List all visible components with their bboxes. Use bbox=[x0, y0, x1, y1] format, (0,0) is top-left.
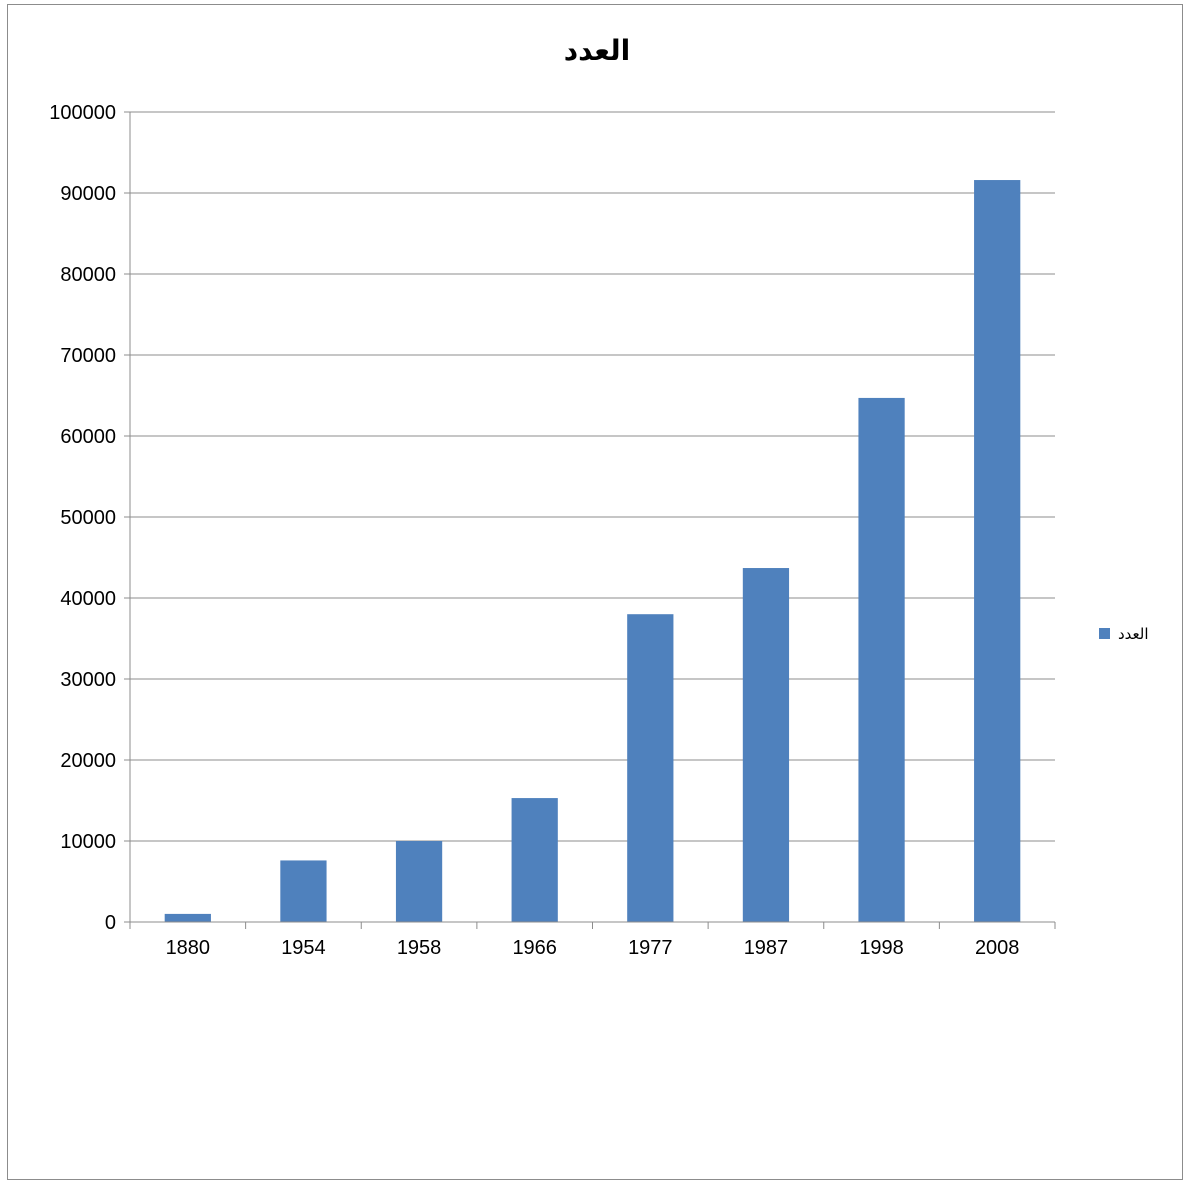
bar-1954 bbox=[280, 860, 327, 922]
y-tick-label: 40000 bbox=[60, 588, 116, 610]
bar-1977 bbox=[627, 614, 674, 922]
legend-swatch bbox=[1099, 628, 1110, 639]
y-tick-label: 0 bbox=[105, 912, 116, 934]
x-tick-label: 2008 bbox=[975, 937, 1020, 959]
bar-1998 bbox=[858, 397, 905, 922]
axes: 0 10000 20000 30000 40000 50000 60000 70000 8000… bbox=[49, 102, 1056, 959]
legend-label: العدد bbox=[1118, 625, 1149, 643]
bar-1966 bbox=[511, 798, 558, 922]
y-tick-label: 30000 bbox=[60, 669, 116, 691]
legend: العدد bbox=[1099, 625, 1149, 643]
chart-title: العدد bbox=[564, 34, 630, 67]
x-tick-label: 1954 bbox=[281, 937, 326, 959]
y-tick-label: 10000 bbox=[60, 831, 116, 853]
bars bbox=[164, 180, 1021, 923]
x-tick-label: 1880 bbox=[166, 937, 211, 959]
y-tick-label: 50000 bbox=[60, 507, 116, 529]
x-tick-label: 1966 bbox=[512, 937, 557, 959]
y-tick-label: 80000 bbox=[60, 264, 116, 286]
y-tick-label: 90000 bbox=[60, 183, 116, 205]
bar-2008 bbox=[974, 180, 1021, 923]
x-tick-label: 1977 bbox=[628, 937, 673, 959]
y-tick-label: 70000 bbox=[60, 345, 116, 367]
bar-1880 bbox=[164, 913, 211, 922]
bar-1987 bbox=[742, 568, 790, 922]
x-tick-label: 1987 bbox=[744, 937, 789, 959]
y-tick-label: 60000 bbox=[60, 426, 116, 448]
bar-1958 bbox=[395, 841, 443, 922]
x-tick-label: 1958 bbox=[397, 937, 442, 959]
gridlines bbox=[130, 111, 1055, 842]
y-tick-label: 100000 bbox=[49, 102, 116, 124]
x-tick-label: 1998 bbox=[859, 937, 904, 959]
y-tick-label: 20000 bbox=[60, 750, 116, 772]
